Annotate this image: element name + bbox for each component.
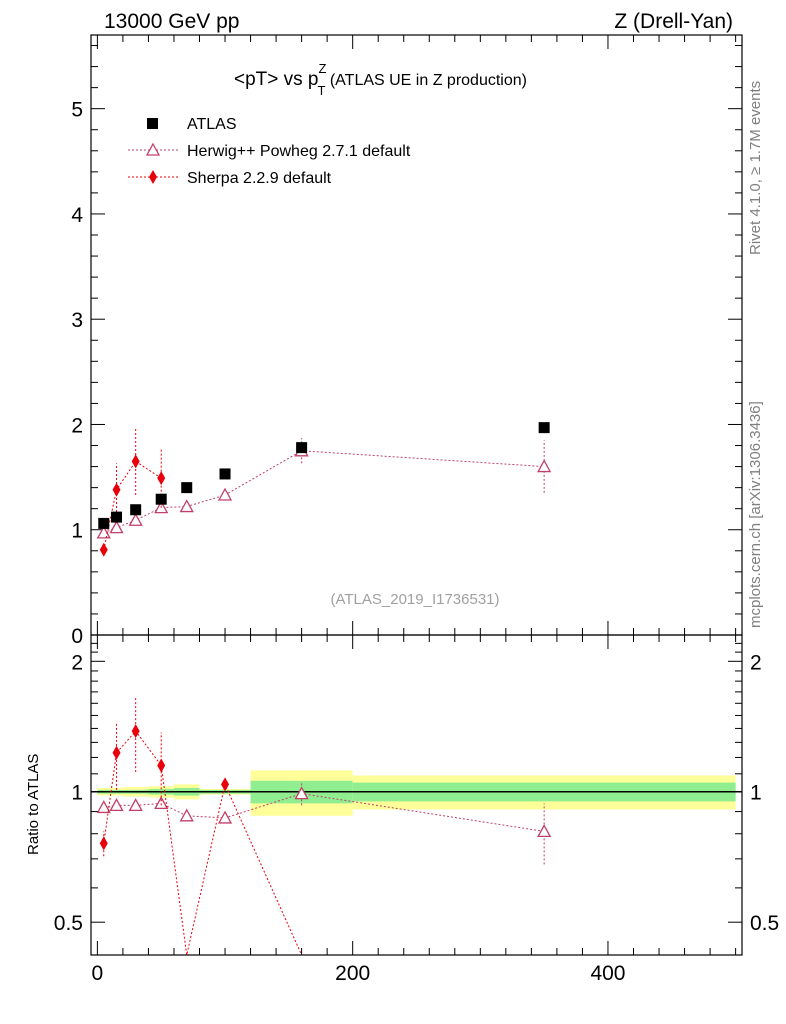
sherpa-point: [131, 454, 140, 469]
legend-herwig-label: Herwig++ Powheg 2.7.1 default: [187, 143, 411, 160]
main-panel: 0 1 2 3 4 5: [71, 34, 743, 648]
herwig-ratio-point: [294, 786, 309, 800]
header-left: 13000 GeV pp: [104, 10, 239, 33]
title-sub: T: [317, 83, 325, 98]
ratio-panel: 0.5 0.5 1 1 2 2 0 200 400: [54, 634, 779, 985]
herwig-point: [96, 525, 111, 539]
sherpa-point: [99, 542, 108, 557]
main-series: [96, 422, 552, 557]
title-sup: Z: [319, 61, 327, 76]
legend-herwig-marker: [145, 142, 161, 156]
ratio-ytick-label-right-0: 0.5: [750, 912, 779, 935]
herwig-line: [103, 450, 545, 534]
herwig-point: [128, 512, 143, 526]
ratio-ytick-label-2: 2: [71, 651, 83, 674]
herwig-ratio-point: [537, 824, 552, 838]
title-main: <pT> vs p: [234, 69, 319, 90]
sherpa-ratio-point: [99, 836, 108, 851]
herwig-ratio-point: [179, 808, 194, 822]
ratio-frame: [90, 634, 743, 956]
sherpa-point: [157, 471, 166, 486]
x-tick-label-0: 0: [92, 962, 104, 985]
sherpa-ratio-point: [221, 777, 230, 792]
atlas-point: [98, 517, 110, 529]
x-tick-label-2: 400: [590, 962, 625, 985]
herwig-point: [537, 459, 552, 473]
herwig-ratio-point: [96, 800, 111, 814]
analysis-id: (ATLAS_2019_I1736531): [330, 591, 499, 608]
legend-sherpa-marker: [149, 170, 157, 184]
herwig-ratio-point: [109, 798, 124, 812]
ratio-uncertainty-bands: [97, 770, 736, 816]
main-ytick-label-0: 0: [71, 625, 83, 648]
herwig-ratio-point: [217, 810, 233, 824]
main-ytick-label-2: 2: [71, 414, 83, 437]
header-right: Z (Drell-Yan): [614, 10, 733, 33]
rivet-label: Rivet 4.1.0, ≥ 1.7M events: [747, 81, 764, 255]
herwig-ratio-point: [128, 798, 143, 812]
title-suffix: (ATLAS UE in Z production): [325, 72, 527, 89]
atlas-point: [538, 422, 550, 434]
atlas-point: [155, 493, 167, 505]
sherpa-ratio-line: [103, 730, 303, 956]
main-ytick-label-5: 5: [71, 99, 83, 122]
atlas-point: [219, 468, 231, 480]
legend: ATLAS Herwig++ Powheg 2.7.1 default Sher…: [128, 116, 411, 187]
ratio-ytick-label-1: 1: [71, 782, 83, 805]
legend-atlas-marker: [147, 118, 158, 129]
legend-atlas-label: ATLAS: [187, 116, 237, 133]
main-ytick-label-1: 1: [71, 520, 83, 543]
herwig-point: [109, 520, 124, 534]
ratio-ytick-label-right-1: 1: [750, 782, 762, 805]
sherpa-point: [112, 482, 121, 497]
ratio-ylabel: Ratio to ATLAS: [25, 754, 42, 855]
herwig-point: [179, 499, 194, 513]
herwig-point: [217, 487, 233, 501]
sherpa-ratio-point: [157, 758, 166, 773]
atlas-point: [130, 504, 142, 516]
mcplots-label: mcplots.cern.ch [arXiv:1306.3436]: [747, 401, 764, 628]
atlas-point: [111, 511, 123, 523]
ratio-series: [96, 697, 552, 956]
herwig-ratio-point: [154, 796, 169, 810]
ratio-ytick-label-0: 0.5: [54, 912, 83, 935]
legend-sherpa-label: Sherpa 2.2.9 default: [187, 170, 332, 187]
ratio-ytick-label-right-2: 2: [750, 651, 762, 674]
atlas-point: [296, 442, 308, 454]
main-ytick-label-3: 3: [71, 309, 83, 332]
sherpa-ratio-point: [131, 724, 140, 739]
main-ytick-label-4: 4: [71, 204, 83, 227]
sherpa-ratio-point: [112, 745, 121, 760]
atlas-point: [181, 482, 193, 494]
x-tick-label-1: 200: [335, 962, 370, 985]
plot-title: <pT> vs pZ T (ATLAS UE in Z production): [234, 61, 527, 98]
